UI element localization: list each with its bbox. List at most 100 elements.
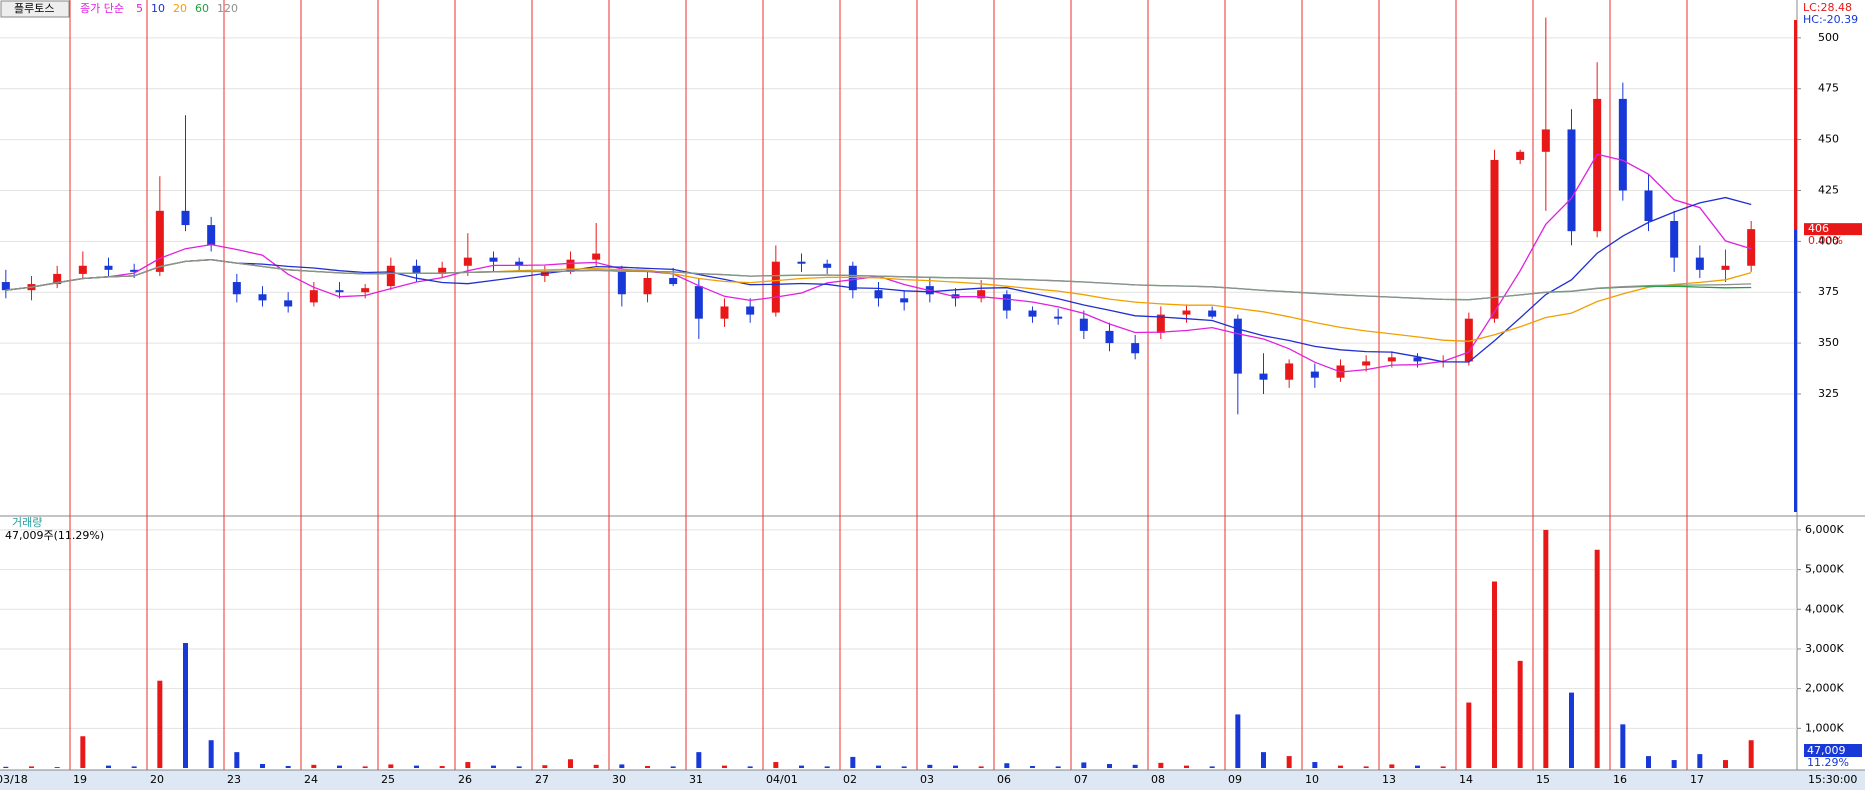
volume-bar [131, 766, 137, 768]
x-tick-label: 19 [73, 773, 87, 786]
volume-bar [260, 764, 265, 768]
lc-label: LC:28.48 [1803, 1, 1852, 14]
candle-body [1747, 229, 1756, 266]
volume-bar [1389, 764, 1395, 768]
x-axis-strip [0, 770, 1865, 790]
candle-body [361, 288, 370, 293]
x-tick-label: 17 [1690, 773, 1704, 786]
volume-bar [80, 736, 86, 768]
volume-bar [645, 766, 650, 768]
volume-bar [619, 764, 625, 768]
legend-entry: 5 [136, 2, 143, 15]
candle-body [181, 210, 190, 226]
candle-body [1490, 159, 1499, 319]
x-tick-label: 02 [843, 773, 857, 786]
candle-body [309, 290, 318, 303]
change-label: 0.00% [1808, 234, 1843, 247]
candle-body [130, 269, 139, 272]
x-tick-label: 25 [381, 773, 395, 786]
volume-bar [362, 766, 368, 768]
volume-bar [1158, 762, 1164, 768]
x-tick-label: 26 [458, 773, 472, 786]
volume-bar [157, 680, 163, 768]
volume-bar [773, 762, 779, 768]
volume-bar [1081, 762, 1087, 768]
volume-bar [234, 752, 240, 768]
volume-bar [850, 756, 856, 768]
candle-body [1670, 220, 1679, 258]
stock-name[interactable]: 플루토스 [14, 2, 54, 15]
volume-bar [1646, 756, 1651, 768]
volume-bar [824, 766, 830, 768]
x-tick-label: 09 [1228, 773, 1242, 786]
candle-body [1182, 310, 1191, 315]
y-tick-label: 350 [1818, 336, 1839, 349]
candle-body [694, 286, 703, 319]
y-tick-label: 375 [1818, 285, 1839, 298]
candle-body [1002, 294, 1011, 311]
candle-body [515, 261, 524, 266]
candle-body [848, 265, 857, 291]
volume-bar [1594, 549, 1600, 768]
volume-bar [106, 765, 111, 768]
y-tick-label: 6,000K [1805, 523, 1844, 536]
candle-body [1618, 98, 1627, 191]
legend-entry: 20 [173, 2, 187, 15]
x-tick-label: 14 [1459, 773, 1473, 786]
candle-body [489, 257, 498, 262]
volume-bar [465, 762, 471, 768]
y-tick-label: 425 [1818, 183, 1839, 196]
volume-bar [1620, 724, 1626, 768]
y-tick-label: 500 [1818, 31, 1839, 44]
candle-body [1695, 257, 1704, 270]
volume-bar [1697, 754, 1703, 768]
volume-bar [1004, 763, 1010, 768]
x-tick-label: 23 [227, 773, 241, 786]
candle-body [977, 290, 986, 299]
y-tick-label: 3,000K [1805, 642, 1844, 655]
volume-bar [542, 765, 548, 768]
volume-bar [285, 766, 291, 768]
ma-line [5, 196, 1752, 363]
volume-bar [1235, 714, 1241, 768]
last-volume-label: 47,009 [1807, 744, 1846, 757]
x-tick-label: 03 [920, 773, 934, 786]
candle-body [1208, 310, 1217, 317]
volume-bar [388, 764, 394, 768]
candle-body [1156, 314, 1165, 333]
volume-bar [696, 752, 702, 768]
candle-body [207, 225, 216, 246]
candle-body [1464, 318, 1473, 362]
current-price-box [1804, 223, 1862, 236]
x-tick-label: 08 [1151, 773, 1165, 786]
volume-bar [208, 740, 214, 768]
volume-bar [439, 766, 445, 768]
candle-body [874, 290, 883, 299]
volume-bar [901, 766, 907, 768]
stock-button[interactable] [0, 0, 70, 18]
volume-bar [1030, 766, 1035, 768]
candle-body [1516, 151, 1525, 160]
candle-body [669, 277, 678, 285]
candle-body [1105, 330, 1114, 344]
x-tick-label: 15 [1536, 773, 1550, 786]
volume-bar [1312, 762, 1318, 768]
candle-body [1, 282, 10, 291]
x-tick-label: 13 [1382, 773, 1396, 786]
volume-bar [183, 643, 188, 768]
volume-bar [1492, 581, 1497, 768]
volume-bar [1671, 760, 1677, 768]
y-tick-label: 5,000K [1805, 563, 1844, 576]
volume-bar [1107, 764, 1112, 768]
candle-body [797, 261, 806, 264]
volume-bar [670, 766, 676, 768]
hc-label: HC:-20.39 [1803, 13, 1858, 26]
last-volume-box [1804, 744, 1862, 757]
y-tick-label: 4,000K [1805, 602, 1844, 615]
volume-bar [29, 766, 34, 768]
volume-bar [1569, 692, 1574, 768]
candle-body [258, 294, 267, 301]
